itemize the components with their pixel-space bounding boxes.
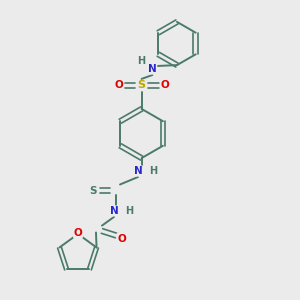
Text: S: S <box>138 80 146 91</box>
Text: N: N <box>110 206 118 216</box>
Text: N: N <box>134 166 142 176</box>
Text: H: H <box>149 166 157 176</box>
Text: H: H <box>137 56 145 66</box>
Text: H: H <box>125 206 133 216</box>
Text: O: O <box>74 228 82 238</box>
Text: S: S <box>89 185 97 196</box>
Text: O: O <box>160 80 169 91</box>
Text: O: O <box>117 233 126 244</box>
Text: O: O <box>114 80 123 91</box>
Text: N: N <box>148 64 157 74</box>
